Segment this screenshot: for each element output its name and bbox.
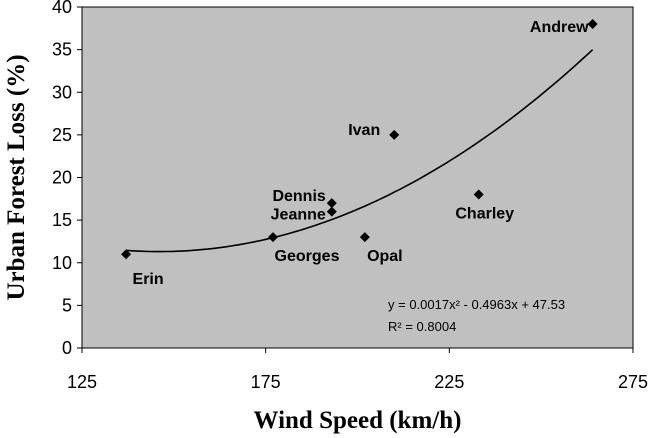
data-point-georges xyxy=(268,232,279,243)
x-tick-label: 175 xyxy=(251,372,281,392)
y-tick-label: 40 xyxy=(52,0,72,17)
trendline xyxy=(126,49,594,253)
y-tick-label: 15 xyxy=(52,210,72,230)
point-labels: Andrew Ivan Charley Dennis Jeanne Georges Opal… xyxy=(133,19,590,288)
point-label-ivan: Ivan xyxy=(348,122,380,139)
point-label-erin: Erin xyxy=(133,271,164,288)
y-tick-label: 25 xyxy=(52,125,72,145)
y-tick-label: 35 xyxy=(52,40,72,60)
data-point-charley xyxy=(473,189,484,200)
data-point-jeanne xyxy=(326,206,337,217)
y-tick-label: 5 xyxy=(62,295,72,315)
y-axis-ticks: 0 5 10 15 20 25 30 35 40 xyxy=(52,0,82,358)
x-tick-label: 275 xyxy=(618,372,648,392)
r-squared-label: R² = 0.8004 xyxy=(388,319,456,334)
x-tick-label: 225 xyxy=(434,372,464,392)
x-axis-title: Wind Speed (km/h) xyxy=(254,407,462,434)
y-tick-label: 10 xyxy=(52,253,72,273)
y-axis-title: Urban Forest Loss (%) xyxy=(3,54,30,300)
point-label-charley: Charley xyxy=(455,206,514,223)
data-point-ivan xyxy=(389,129,400,140)
x-axis-ticks: 125 175 225 275 xyxy=(67,348,648,392)
y-tick-label: 30 xyxy=(52,82,72,102)
data-point-dennis xyxy=(326,198,337,209)
point-label-opal: Opal xyxy=(367,248,403,265)
data-point-erin xyxy=(121,249,132,260)
point-label-andrew: Andrew xyxy=(530,19,589,36)
data-points xyxy=(121,19,598,260)
plot-area xyxy=(81,6,634,349)
y-tick-label: 0 xyxy=(62,338,72,358)
y-tick-label: 20 xyxy=(52,168,72,188)
data-point-andrew xyxy=(587,19,598,30)
trendline-equation: y = 0.0017x² - 0.4963x + 47.53 xyxy=(388,297,565,312)
data-point-opal xyxy=(359,232,370,243)
point-label-georges: Georges xyxy=(275,248,340,265)
x-tick-label: 125 xyxy=(67,372,97,392)
point-label-dennis: Dennis xyxy=(272,188,325,205)
point-label-jeanne: Jeanne xyxy=(271,207,326,224)
